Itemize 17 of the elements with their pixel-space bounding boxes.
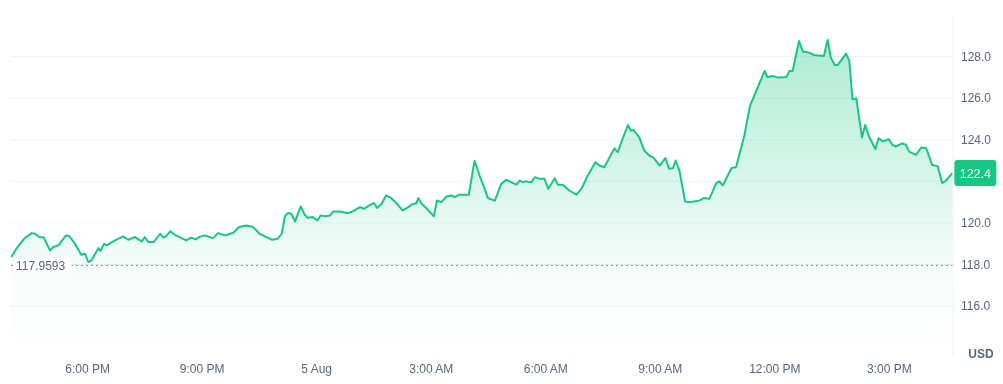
x-tick-label: 5 Aug <box>301 361 333 376</box>
x-tick-label: 6:00 PM <box>65 361 110 376</box>
x-tick-label: 9:00 AM <box>638 361 683 376</box>
x-tick-label: 3:00 AM <box>409 361 454 376</box>
y-tick-label: 126.0 <box>961 91 992 106</box>
ref-line-label: 117.9593 <box>16 258 66 273</box>
y-tick-label: 124.0 <box>961 133 992 148</box>
y-axis-title: USD <box>968 347 994 361</box>
y-tick-label: 118.0 <box>961 257 991 272</box>
y-tick-label: 116.0 <box>961 299 991 314</box>
x-tick-label: 9:00 PM <box>179 361 225 376</box>
y-tick-label: 128.0 <box>961 49 992 64</box>
x-tick-label: 3:00 PM <box>867 361 912 376</box>
x-tick-label: 12:00 PM <box>749 361 801 376</box>
y-tick-label: 120.0 <box>961 216 992 231</box>
data-label: 122.4 <box>959 166 992 181</box>
x-tick-label: 6:00 AM <box>523 361 568 376</box>
